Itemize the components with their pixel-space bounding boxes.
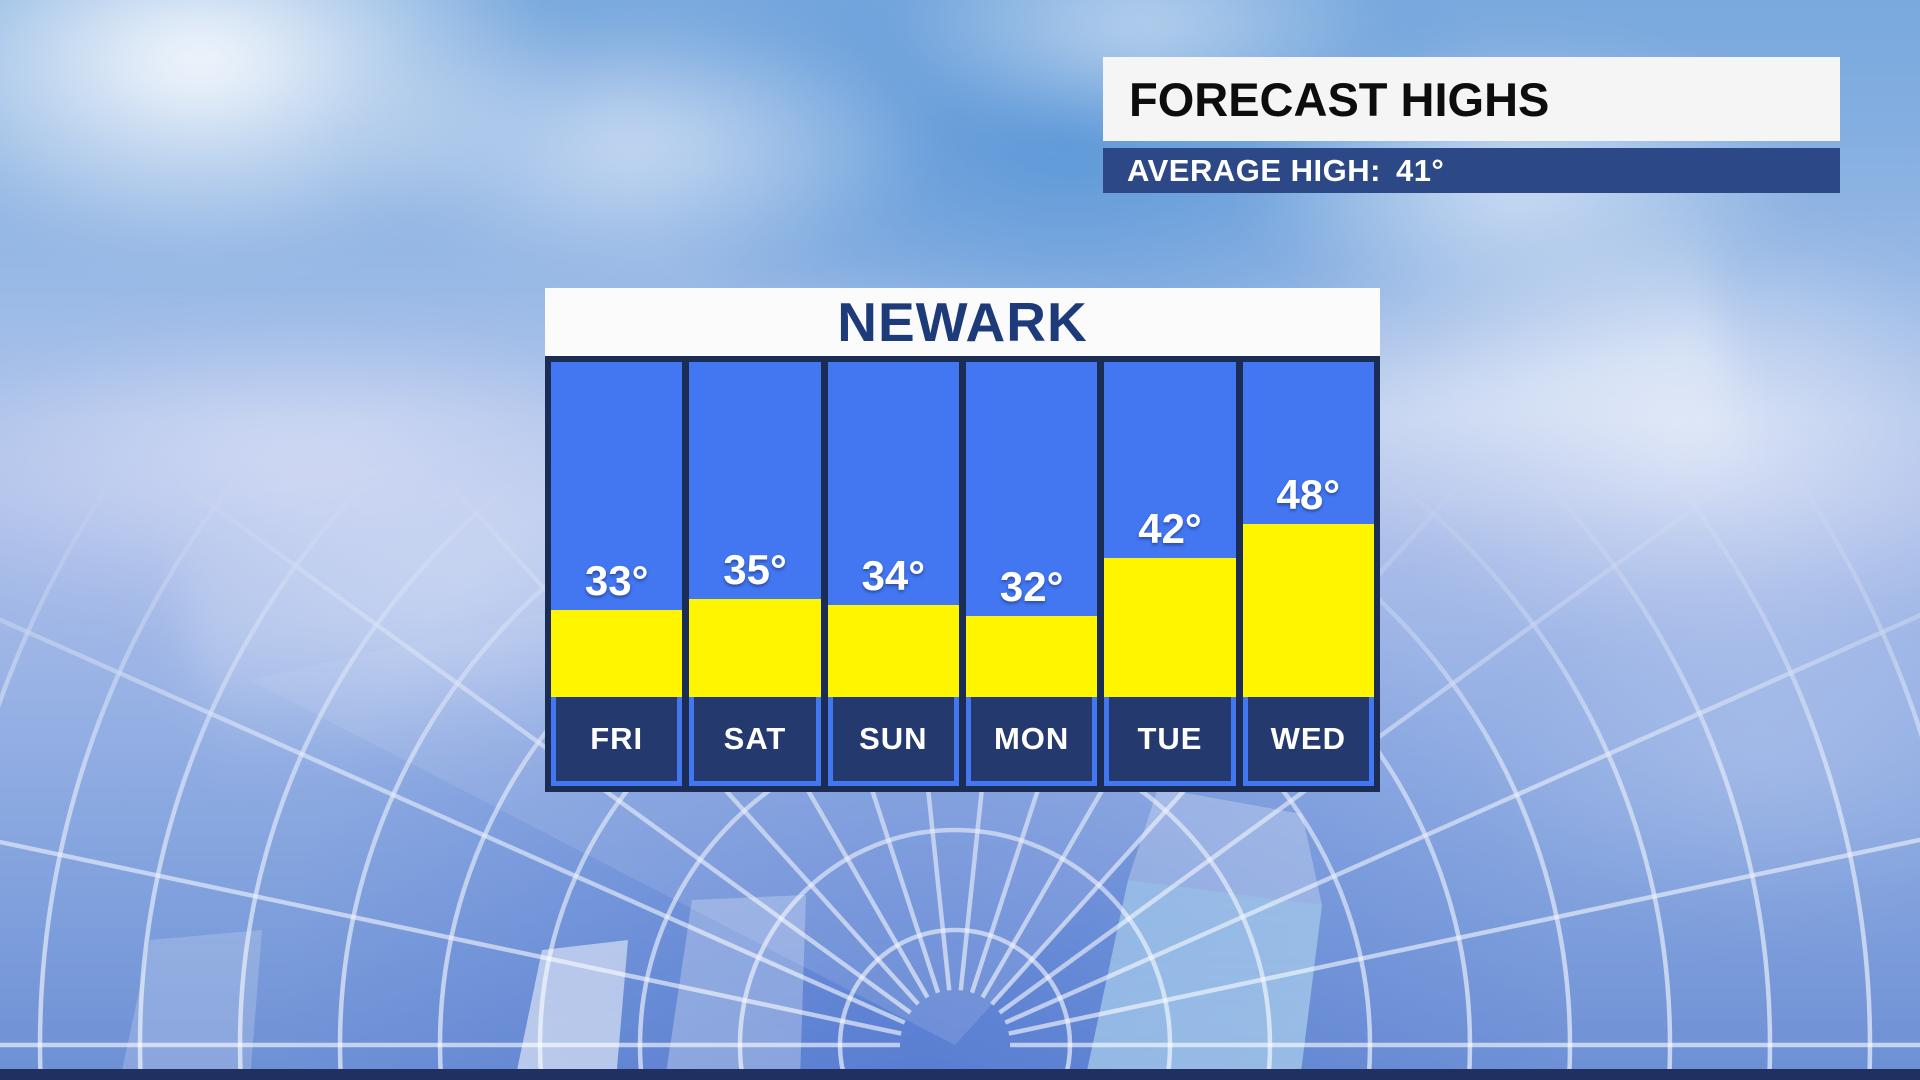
temp-value-label: 42° [1138,505,1202,553]
day-footer: TUE [1109,697,1231,781]
temp-value-label: 35° [723,545,787,593]
city-title: NEWARK [545,288,1380,356]
bar-area: 35° [689,362,821,697]
temp-value-label: 34° [861,551,926,599]
day-column-tue: 42° TUE [1104,362,1236,786]
average-high-label: AVERAGE HIGH: [1127,152,1381,188]
day-label: SUN [859,721,928,756]
bar-area: 42° [1104,362,1236,697]
average-high-value: 41° [1395,152,1445,188]
day-column-sun: 34° SUN [827,362,959,786]
bar-area: 48° [1242,362,1374,697]
temp-bar [827,604,959,697]
day-label: FRI [590,721,644,756]
cloud [340,20,940,270]
temp-value-label: 32° [999,563,1064,611]
day-label: SAT [723,721,787,756]
day-footer: SAT [694,697,816,781]
temp-bar [689,598,821,697]
temp-value-label: 48° [1276,470,1341,518]
day-footer: WED [1247,697,1369,781]
day-column-sat: 35° SAT [689,362,821,786]
day-column-wed: 48° WED [1242,362,1374,786]
forecast-panel: NEWARK 33° FRI 35° SAT 34° SUN 32° MON 42° TUE 48°… [545,288,1380,792]
page-title: FORECAST HIGHS [1103,57,1840,141]
temp-value-label: 33° [584,557,649,605]
day-column-mon: 32° MON [965,362,1098,786]
day-label: TUE [1137,721,1203,756]
bottom-navy-strip [0,1069,1920,1080]
day-footer: SUN [832,697,954,781]
temp-bar [1242,523,1374,697]
day-label: MON [993,721,1070,756]
bar-area: 33° [551,362,683,697]
bar-area: 32° [965,362,1098,697]
temp-bar [965,616,1098,697]
bar-area: 34° [827,362,959,697]
forecast-columns: 33° FRI 35° SAT 34° SUN 32° MON 42° TUE 48° WED [545,356,1380,792]
day-label: WED [1270,721,1346,756]
day-column-fri: 33° FRI [551,362,683,786]
day-footer: FRI [556,697,678,781]
temp-bar [1104,558,1236,697]
headline-block: FORECAST HIGHS AVERAGE HIGH: 41° [1103,57,1840,193]
average-high-bar: AVERAGE HIGH: 41° [1103,148,1840,193]
temp-bar [551,610,683,697]
day-footer: MON [970,697,1093,781]
